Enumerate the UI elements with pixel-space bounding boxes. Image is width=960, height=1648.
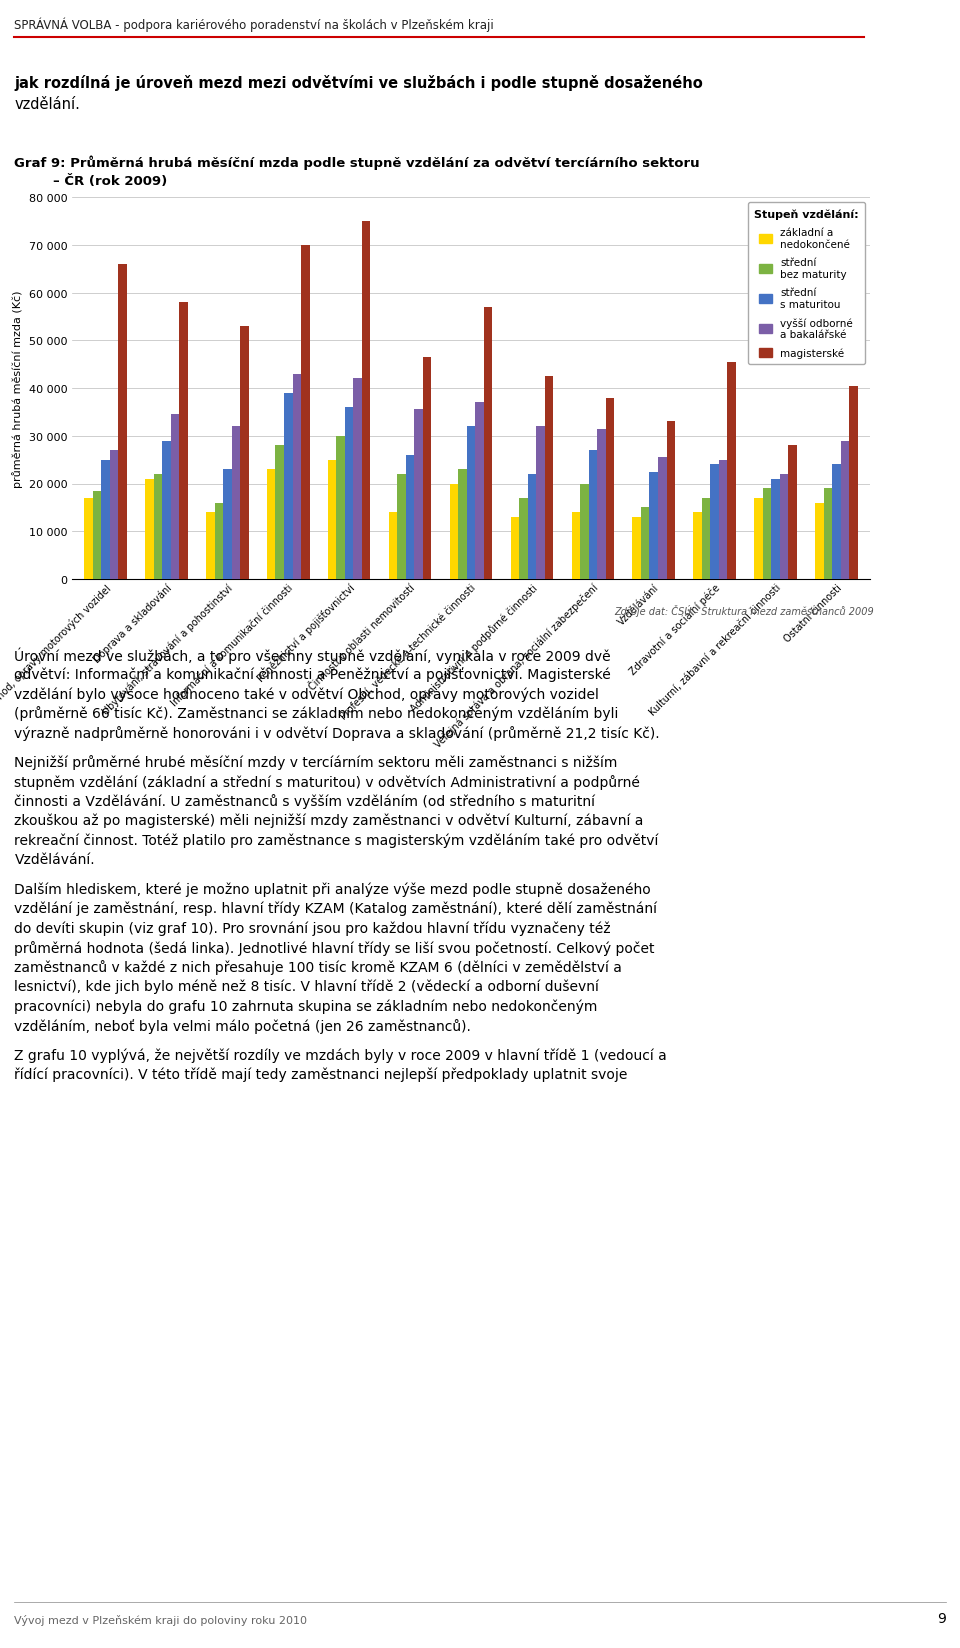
Text: Z grafu 10 vyplývá, že největší rozdíly ve mzdách byly v roce 2009 v hlavní tříd: Z grafu 10 vyplývá, že největší rozdíly … [14, 1048, 667, 1063]
Text: průměrná hodnota (šedá linka). Jednotlivé hlavní třídy se liší svou početností. : průměrná hodnota (šedá linka). Jednotliv… [14, 941, 655, 956]
Bar [328, 460, 336, 580]
Text: Dalším hlediskem, které je možno uplatnit při analýze výše mezd podle stupně dos: Dalším hlediskem, které je možno uplatni… [14, 882, 651, 897]
Bar [780, 475, 788, 580]
Text: Vzdělávání.: Vzdělávání. [14, 852, 95, 867]
Bar [815, 503, 824, 580]
Text: Vývoj mezd v Plzeňském kraji do poloviny roku 2010: Vývoj mezd v Plzeňském kraji do poloviny… [14, 1613, 307, 1625]
Bar [84, 499, 93, 580]
Bar [145, 480, 154, 580]
Bar [755, 499, 763, 580]
Bar [276, 447, 284, 580]
Bar [544, 377, 553, 580]
Text: lesnictví), kde jich bylo méně než 8 tisíc. V hlavní třídě 2 (vědeckí a odborní : lesnictví), kde jich bylo méně než 8 tis… [14, 979, 599, 994]
Bar [728, 363, 736, 580]
Text: činnosti a Vzdělávání. U zaměstnanců s vyšším vzděláním (od středního s maturitn: činnosti a Vzdělávání. U zaměstnanců s v… [14, 794, 595, 809]
Text: vzdělání je zaměstnání, resp. hlavní třídy KZAM (Katalog zaměstnání), které dělí: vzdělání je zaměstnání, resp. hlavní tří… [14, 901, 658, 916]
Bar [415, 410, 422, 580]
Bar [389, 513, 397, 580]
Text: vzdělání.: vzdělání. [14, 97, 81, 112]
Text: – ČR (rok 2009): – ČR (rok 2009) [53, 175, 167, 188]
Bar [362, 222, 371, 580]
Bar [650, 473, 658, 580]
Bar [171, 415, 180, 580]
Text: řídící pracovníci). V této třídě mají tedy zaměstnanci nejlepší předpoklady upla: řídící pracovníci). V této třídě mají te… [14, 1068, 628, 1081]
Bar [267, 470, 276, 580]
Bar [719, 460, 728, 580]
Bar [702, 499, 710, 580]
Bar [763, 489, 771, 580]
Bar [240, 326, 249, 580]
Text: Úrovní mezd ve službách, a to pro všechny stupně vzdělání, vynikala v roce 2009 : Úrovní mezd ve službách, a to pro všechn… [14, 648, 611, 664]
Bar [162, 442, 171, 580]
Bar [606, 399, 614, 580]
Bar [658, 458, 666, 580]
Bar [180, 303, 188, 580]
Bar [710, 465, 719, 580]
Text: výrazně nadprůměrně honorováni i v odvětví Doprava a skladování (průměrně 21,2 t: výrazně nadprůměrně honorováni i v odvět… [14, 725, 660, 740]
Bar [597, 430, 606, 580]
Text: Graf 9: Průměrná hrubá měsíční mzda podle stupně vzdělání za odvětví tercíárního: Graf 9: Průměrná hrubá měsíční mzda podl… [14, 155, 700, 170]
Bar [458, 470, 467, 580]
Text: Nejnižší průměrné hrubé měsíční mzdy v tercíárním sektoru měli zaměstnanci s niž: Nejnižší průměrné hrubé měsíční mzdy v t… [14, 755, 618, 770]
Bar [109, 452, 118, 580]
Legend: základní a
nedokončené, střední
bez maturity, střední
s maturitou, vyšší odborné: základní a nedokončené, střední bez matu… [748, 203, 865, 366]
Bar [850, 386, 858, 580]
Bar [345, 407, 353, 580]
Text: vzdělání bylo vysoce hodnoceno také v odvětví Obchod, opravy motorových vozidel: vzdělání bylo vysoce hodnoceno také v od… [14, 687, 599, 700]
Bar [841, 442, 850, 580]
Bar [528, 475, 537, 580]
Bar [154, 475, 162, 580]
Bar [467, 427, 475, 580]
Bar [519, 499, 528, 580]
Bar [223, 470, 231, 580]
Bar [475, 404, 484, 580]
Bar [824, 489, 832, 580]
Bar [284, 394, 293, 580]
Text: vzděláním, neboť byla velmi málo početná (jen 26 zaměstnanců).: vzděláním, neboť byla velmi málo početná… [14, 1018, 471, 1033]
Text: rekreační činnost. Totéž platilo pro zaměstnance s magisterským vzděláním také p: rekreační činnost. Totéž platilo pro zam… [14, 832, 659, 847]
Bar [293, 374, 301, 580]
Bar [93, 491, 101, 580]
Bar [832, 465, 841, 580]
Bar [537, 427, 544, 580]
Text: Zdroje dat: ČSÚ - Struktura mezd zaměstnanců 2009: Zdroje dat: ČSÚ - Struktura mezd zaměstn… [613, 605, 874, 616]
Bar [206, 513, 214, 580]
Text: odvětví: Informační a komunikační činnosti a Peněžnictví a pojišťovnictví. Magis: odvětví: Informační a komunikační činnos… [14, 667, 612, 682]
Bar [353, 379, 362, 580]
Bar [397, 475, 406, 580]
Text: zkouškou až po magisterské) měli nejnižší mzdy zaměstnanci v odvětví Kulturní, z: zkouškou až po magisterské) měli nejnižš… [14, 814, 644, 827]
Text: stupněm vzdělání (základní a střední s maturitou) v odvětvích Administrativní a : stupněm vzdělání (základní a střední s m… [14, 775, 640, 789]
Bar [101, 460, 109, 580]
Bar [484, 308, 492, 580]
Bar [406, 455, 415, 580]
Text: jak rozdílná je úroveň mezd mezi odvětvími ve službách i podle stupně dosaženého: jak rozdílná je úroveň mezd mezi odvětví… [14, 74, 703, 91]
Bar [231, 427, 240, 580]
Bar [511, 517, 519, 580]
Bar [118, 265, 127, 580]
Text: (průměrně 66 tisíc Kč). Zaměstnanci se základním nebo nedokončeným vzděláním byl: (průměrně 66 tisíc Kč). Zaměstnanci se z… [14, 705, 619, 722]
Bar [336, 437, 345, 580]
Bar [666, 422, 675, 580]
Text: do devíti skupin (viz graf 10). Pro srovnání jsou pro každou hlavní třídu vyznač: do devíti skupin (viz graf 10). Pro srov… [14, 921, 611, 936]
Bar [641, 508, 650, 580]
Bar [588, 452, 597, 580]
Bar [449, 485, 458, 580]
Bar [788, 447, 797, 580]
Y-axis label: průměrná hrubá měsíční mzda (Kč): průměrná hrubá měsíční mzda (Kč) [12, 290, 23, 488]
Bar [422, 358, 431, 580]
Bar [693, 513, 702, 580]
Bar [580, 485, 588, 580]
Text: SPRÁVNÁ VOLBA - podpora kariérového poradenství na školách v Plzeňském kraji: SPRÁVNÁ VOLBA - podpora kariérového pora… [14, 18, 494, 33]
Bar [301, 246, 309, 580]
Text: 9: 9 [937, 1612, 946, 1625]
Bar [633, 517, 641, 580]
Text: zaměstnanců v každé z nich přesahuje 100 tisíc kromě KZAM 6 (dělníci v zemědělst: zaměstnanců v každé z nich přesahuje 100… [14, 959, 622, 976]
Bar [771, 480, 780, 580]
Bar [571, 513, 580, 580]
Bar [214, 503, 223, 580]
Text: pracovníci) nebyla do grafu 10 zahrnuta skupina se základním nebo nedokončeným: pracovníci) nebyla do grafu 10 zahrnuta … [14, 999, 598, 1014]
